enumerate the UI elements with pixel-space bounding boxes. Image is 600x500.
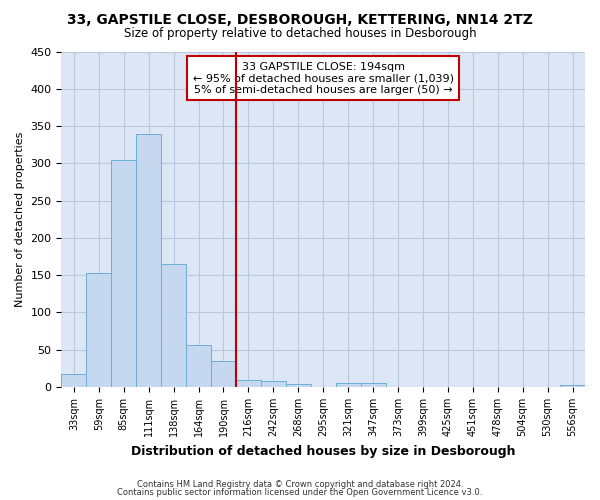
X-axis label: Distribution of detached houses by size in Desborough: Distribution of detached houses by size … — [131, 444, 515, 458]
Bar — [560, 385, 585, 387]
Bar — [335, 384, 361, 387]
Bar — [236, 380, 261, 387]
Text: Size of property relative to detached houses in Desborough: Size of property relative to detached ho… — [124, 28, 476, 40]
Bar — [161, 264, 186, 387]
Bar — [61, 374, 86, 387]
Bar — [261, 381, 286, 387]
Bar — [186, 344, 211, 387]
Bar — [111, 160, 136, 387]
Text: 33 GAPSTILE CLOSE: 194sqm
← 95% of detached houses are smaller (1,039)
5% of sem: 33 GAPSTILE CLOSE: 194sqm ← 95% of detac… — [193, 62, 454, 95]
Bar — [286, 384, 311, 387]
Bar — [136, 134, 161, 387]
Text: Contains public sector information licensed under the Open Government Licence v3: Contains public sector information licen… — [118, 488, 482, 497]
Bar — [86, 273, 111, 387]
Bar — [361, 384, 386, 387]
Text: 33, GAPSTILE CLOSE, DESBOROUGH, KETTERING, NN14 2TZ: 33, GAPSTILE CLOSE, DESBOROUGH, KETTERIN… — [67, 12, 533, 26]
Y-axis label: Number of detached properties: Number of detached properties — [15, 132, 25, 307]
Bar — [211, 361, 236, 387]
Text: Contains HM Land Registry data © Crown copyright and database right 2024.: Contains HM Land Registry data © Crown c… — [137, 480, 463, 489]
